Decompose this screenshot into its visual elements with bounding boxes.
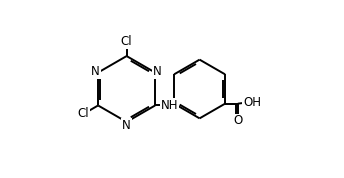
Text: N: N — [91, 65, 100, 78]
Text: Cl: Cl — [121, 35, 132, 48]
Text: Cl: Cl — [77, 107, 89, 120]
Text: N: N — [122, 119, 131, 132]
Text: OH: OH — [243, 96, 261, 109]
Text: NH: NH — [161, 99, 178, 112]
Text: O: O — [233, 114, 243, 127]
Text: N: N — [153, 65, 162, 78]
